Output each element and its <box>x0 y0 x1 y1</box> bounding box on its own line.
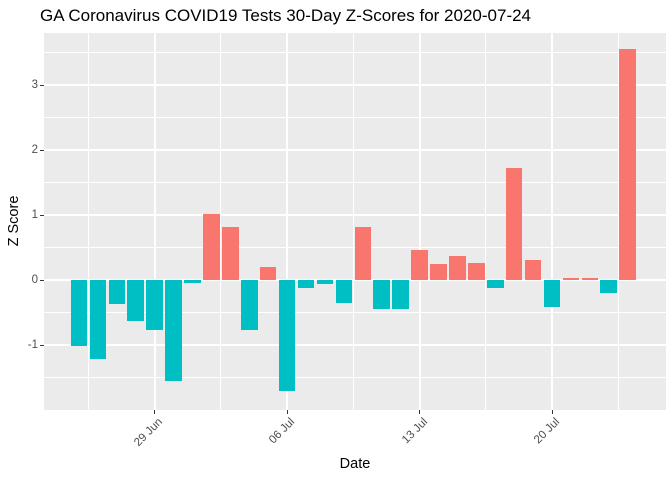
x-tick-mark <box>419 410 421 414</box>
y-tick-label: 3 <box>31 79 38 91</box>
zscore-bar <box>278 280 296 391</box>
h-gridline-major <box>44 149 666 151</box>
zscore-bar <box>373 280 390 309</box>
v-gridline-minor <box>485 33 487 410</box>
x-tick-label: 29 Jun <box>132 416 166 449</box>
x-tick-label: 13 Jul <box>399 416 431 447</box>
zscore-bar <box>411 250 428 280</box>
zscore-bar <box>354 226 372 280</box>
v-gridline-major <box>551 33 553 410</box>
v-gridline-minor <box>617 33 619 410</box>
zscore-bar <box>430 263 447 280</box>
x-tick-label: 06 Jul <box>267 416 298 447</box>
x-tick-mark <box>551 410 553 414</box>
y-tick-mark <box>40 214 44 216</box>
x-axis-title: Date <box>339 456 371 472</box>
zscore-bar <box>297 280 315 289</box>
v-gridline-major <box>418 33 421 410</box>
zscore-bar <box>184 280 201 283</box>
x-tick-mark <box>154 410 156 414</box>
x-tick-label: 20 Jul <box>532 416 563 447</box>
v-gridline-major <box>286 33 289 410</box>
zscore-bar <box>486 280 504 289</box>
zscore-bar <box>505 168 523 280</box>
h-gridline-major <box>44 214 666 216</box>
zscore-bar <box>127 280 145 321</box>
h-gridline-minor <box>44 182 666 183</box>
zscore-bar <box>146 280 163 331</box>
zscore-bar <box>335 280 353 303</box>
zscore-bar <box>165 280 182 382</box>
zscore-bar <box>203 213 220 280</box>
v-gridline-minor <box>220 33 222 410</box>
h-gridline-minor <box>44 312 666 313</box>
zscore-bar <box>524 259 542 280</box>
h-gridline-major <box>44 84 666 86</box>
y-tick-mark <box>40 279 44 281</box>
zscore-bar <box>89 280 107 359</box>
zscore-bar <box>316 280 334 284</box>
zscore-bar <box>108 280 126 305</box>
zscore-bar <box>562 278 580 280</box>
y-tick-label: -1 <box>27 339 38 351</box>
zscore-bar <box>70 280 88 346</box>
zscore-bar <box>449 255 466 280</box>
h-gridline-minor <box>44 377 666 378</box>
y-tick-label: 2 <box>31 144 38 156</box>
zscore-bar <box>543 280 561 307</box>
h-gridline-minor <box>44 117 666 118</box>
h-gridline-minor <box>44 52 666 53</box>
v-gridline-minor <box>87 33 89 410</box>
zscore-bar <box>240 280 258 331</box>
y-tick-mark <box>40 84 44 86</box>
v-gridline-major <box>153 33 156 410</box>
zscore-bar <box>468 263 485 280</box>
plot-panel <box>44 33 666 410</box>
zscore-bar <box>259 267 277 280</box>
y-tick-label: 0 <box>31 274 38 286</box>
y-tick-mark <box>40 344 44 346</box>
zscore-bar <box>619 49 636 280</box>
zscore-bar <box>600 280 618 293</box>
h-gridline-major <box>44 344 666 346</box>
y-tick-mark <box>40 149 44 151</box>
v-gridline-minor <box>352 33 354 410</box>
y-tick-label: 1 <box>31 209 38 221</box>
zscore-bar <box>222 226 239 280</box>
h-gridline-major <box>44 279 666 281</box>
chart-title: GA Coronavirus COVID19 Tests 30-Day Z-Sc… <box>40 6 532 25</box>
y-axis-title: Z Score <box>6 195 22 247</box>
x-tick-mark <box>286 410 288 414</box>
zscore-bar <box>392 280 409 309</box>
zscore-bar <box>581 278 599 280</box>
